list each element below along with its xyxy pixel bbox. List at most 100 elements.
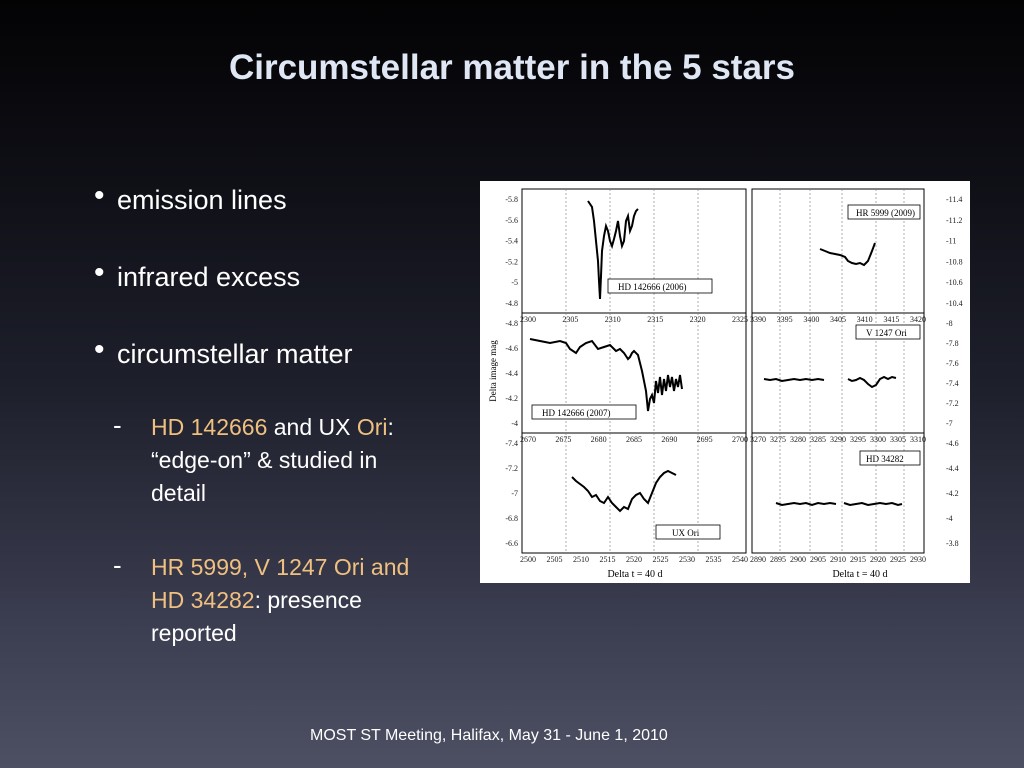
x-tick-label: 2540	[732, 555, 748, 564]
x-tick-label: 2930	[910, 555, 926, 564]
x-tick-label: 2675	[555, 435, 571, 444]
tick-labels: 2300 2305 2310 2315 2320 2325 -5.8 -5.6 -5.4 -5.2…	[505, 195, 962, 564]
sub-bullet-text: :	[254, 587, 261, 613]
grid-lines	[565, 189, 905, 553]
x-tick-label: 2895	[770, 555, 786, 564]
light-curves-figure: Delta image mag Delta t = 40 d Delta t =…	[480, 181, 970, 583]
y-tick-label: -5.6	[505, 216, 518, 225]
y-tick-label: -7.4	[946, 379, 959, 388]
x-tick-label: 3415	[883, 315, 899, 324]
sub-bullet-body: HR 5999, V 1247 Ori and HD 34282: presen…	[151, 551, 411, 650]
figure-xlabel-left: Delta t = 40 d	[607, 569, 662, 580]
curve-hd142666-2006	[587, 200, 639, 300]
y-tick-label: -6.6	[505, 539, 518, 548]
y-tick-label: -4.2	[505, 394, 518, 403]
dash-icon: -	[113, 550, 122, 580]
y-tick-label: -4.6	[505, 344, 518, 353]
panel-frame-0	[521, 188, 747, 314]
bullet-dot-icon: •	[94, 333, 105, 366]
x-tick-label: 2905	[810, 555, 826, 564]
y-tick-label: -10.4	[946, 299, 963, 308]
y-tick-label: -7.2	[505, 464, 518, 473]
legend-panel-4: UX Ori	[672, 528, 700, 538]
legend-panel-3: V 1247 Ori	[866, 328, 907, 338]
y-tick-label: -3.8	[946, 539, 959, 548]
y-tick-label: -7.4	[505, 439, 518, 448]
x-tick-label: 2525	[653, 555, 669, 564]
y-tick-label: -6.8	[505, 514, 518, 523]
x-tick-label: 2505	[547, 555, 563, 564]
x-tick-label: 2690	[661, 435, 677, 444]
light-curves	[529, 200, 903, 513]
x-tick-label: 2890	[750, 555, 766, 564]
x-tick-label: 2925	[890, 555, 906, 564]
x-tick-label: 3270	[750, 435, 766, 444]
panel-legends: HD 142666 (2006) HR 5999 (2009) HD 14266…	[531, 204, 921, 540]
curve-v1247ori-a	[763, 377, 825, 383]
light-curves-svg: Delta image mag Delta t = 40 d Delta t =…	[488, 188, 963, 580]
y-tick-label: -4.4	[946, 464, 959, 473]
bullet-dot-icon: •	[94, 179, 105, 212]
x-tick-label: 3295	[850, 435, 866, 444]
x-tick-label: 2685	[626, 435, 642, 444]
figure-xlabel-right: Delta t = 40 d	[832, 569, 887, 580]
legend-panel-1: HR 5999 (2009)	[856, 208, 915, 218]
star-names: HD 142666	[151, 414, 268, 440]
x-tick-label: 3290	[830, 435, 846, 444]
x-tick-label: 3310	[910, 435, 926, 444]
sub-bullet-text: presence reported	[151, 587, 362, 646]
y-tick-label: -8	[946, 319, 953, 328]
slide-title: Circumstellar matter in the 5 stars	[228, 48, 796, 87]
y-tick-label: -4.2	[946, 489, 959, 498]
bullet-text: circumstellar matter	[117, 339, 353, 369]
curve-hd142666-2007	[529, 338, 683, 412]
bullet-text: emission lines	[117, 185, 287, 215]
y-tick-label: -4.6	[946, 439, 959, 448]
x-tick-label: 2680	[591, 435, 607, 444]
x-tick-label: 3305	[890, 435, 906, 444]
x-tick-label: 2320	[690, 315, 706, 324]
x-tick-label: 2310	[605, 315, 621, 324]
star-names: Ori	[356, 414, 388, 440]
x-tick-label: 2700	[732, 435, 748, 444]
x-tick-label: 2670	[520, 435, 536, 444]
dash-icon: -	[113, 410, 122, 440]
x-tick-label: 2515	[600, 555, 616, 564]
x-tick-label: 3285	[810, 435, 826, 444]
x-tick-label: 3405	[830, 315, 846, 324]
legend-panel-2: HD 142666 (2007)	[542, 408, 611, 418]
y-tick-label: -7.8	[946, 339, 959, 348]
y-tick-label: -7	[946, 419, 953, 428]
y-tick-label: -4.8	[505, 319, 518, 328]
x-tick-label: 3410	[857, 315, 873, 324]
x-tick-label: 2500	[520, 555, 536, 564]
star-names: HR 5999, V 1247 Ori	[151, 554, 365, 580]
y-tick-label: -7	[511, 489, 518, 498]
curve-hd34282-a	[775, 501, 837, 507]
legend-panel-0: HD 142666 (2006)	[618, 282, 687, 292]
y-tick-label: -5	[511, 278, 518, 287]
star-names: and HD 34282	[151, 554, 410, 613]
figure-ylabel: Delta image mag	[488, 340, 498, 402]
bullet-text: infrared excess	[117, 262, 301, 292]
x-tick-label: 2910	[830, 555, 846, 564]
legend-panel-5: HD 34282	[866, 454, 904, 464]
y-tick-label: -5.4	[505, 237, 518, 246]
x-tick-label: 3275	[770, 435, 786, 444]
x-tick-label: 3420	[910, 315, 926, 324]
bullet-dot-icon: •	[94, 256, 105, 289]
x-tick-label: 2520	[626, 555, 642, 564]
curve-uxori	[571, 469, 677, 513]
x-tick-label: 2300	[520, 315, 536, 324]
x-tick-label: 2920	[870, 555, 886, 564]
x-tick-label: 2315	[647, 315, 663, 324]
y-tick-label: -7.2	[946, 399, 959, 408]
x-tick-label: 2530	[679, 555, 695, 564]
slide-footer: MOST ST Meeting, Halifax, May 31 - June …	[310, 727, 668, 744]
y-tick-label: -7.6	[946, 359, 959, 368]
x-tick-label: 3280	[790, 435, 806, 444]
curve-hd34282-b	[843, 501, 903, 507]
x-tick-label: 3395	[777, 315, 793, 324]
y-tick-label: -4	[511, 419, 518, 428]
y-tick-label: -11.4	[946, 195, 962, 204]
